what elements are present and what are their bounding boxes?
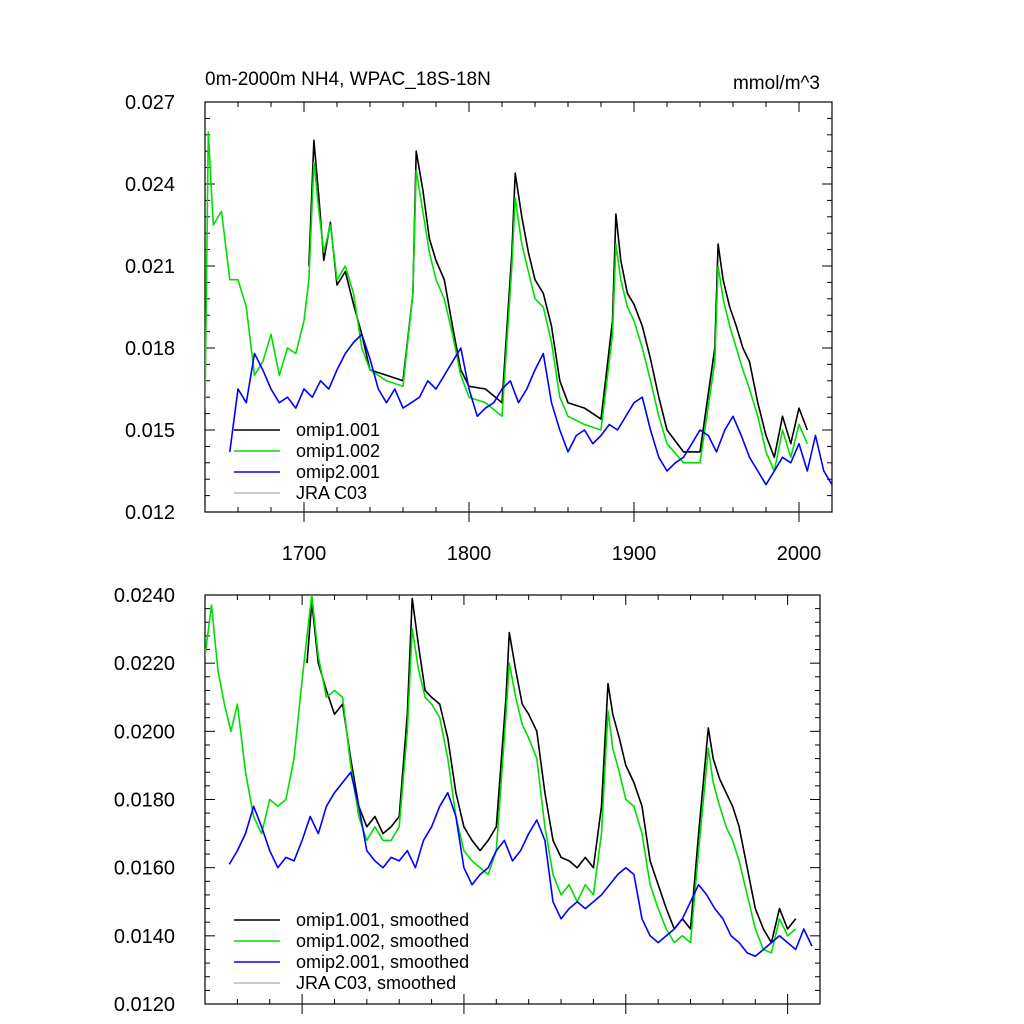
x-tick-label: 2000	[777, 543, 822, 565]
y-tick-label: 0.0220	[114, 653, 175, 675]
y-tick-label: 0.015	[125, 420, 175, 442]
y-tick-label: 0.0160	[114, 858, 175, 880]
bottom-panel: 0.0120 0.0140 0.0160 0.0180 0.0200 0.0220 0.02…	[114, 585, 821, 1016]
legend-label: JRA C03, smoothed	[296, 973, 456, 993]
plot-frame	[204, 101, 833, 513]
legend-label: JRA C03	[296, 483, 367, 503]
legend-label: omip1.002	[296, 441, 380, 461]
y-tick-label: 0.024	[125, 174, 175, 196]
legend-label: omip1.001, smoothed	[296, 910, 469, 930]
chart-title: 0m-2000m NH4, WPAC_18S-18N	[205, 69, 491, 90]
top-panel: 0.012 0.015 0.018 0.021 0.024 0.027 1700 1800 19…	[125, 69, 833, 565]
x-tick-label: 1700	[282, 543, 327, 565]
legend-label: omip1.001	[296, 420, 380, 440]
units-label: mmol/m^3	[733, 73, 820, 94]
y-tick-label: 0.0180	[114, 790, 175, 812]
series-line-omip1-001	[308, 139, 809, 459]
series-line-omip2-001-smoothed	[228, 771, 813, 958]
legend-label: omip2.001	[296, 462, 380, 482]
series-line-omip1-001-smoothed	[306, 597, 797, 944]
y-tick-label: 0.0120	[114, 994, 175, 1016]
y-tick-label: 0.012	[125, 502, 175, 524]
legend-label: omip1.002, smoothed	[296, 931, 469, 951]
y-tick-label: 0.018	[125, 338, 175, 360]
y-tick-label: 0.021	[125, 256, 175, 278]
x-tick-label: 1800	[447, 543, 492, 565]
y-tick-label: 0.0240	[114, 585, 175, 607]
series-group	[205, 131, 832, 486]
x-tick-label: 1900	[612, 543, 657, 565]
series-line-omip1-002-smoothed	[205, 595, 797, 954]
y-tick-label: 0.0200	[114, 721, 175, 743]
y-tick-label: 0.027	[125, 92, 175, 114]
y-tick-label: 0.0140	[114, 926, 175, 948]
legend-label: omip2.001, smoothed	[296, 952, 469, 972]
series-line-omip2-001	[229, 333, 832, 486]
series-group	[205, 595, 813, 958]
series-line-omip1-002	[205, 131, 809, 472]
